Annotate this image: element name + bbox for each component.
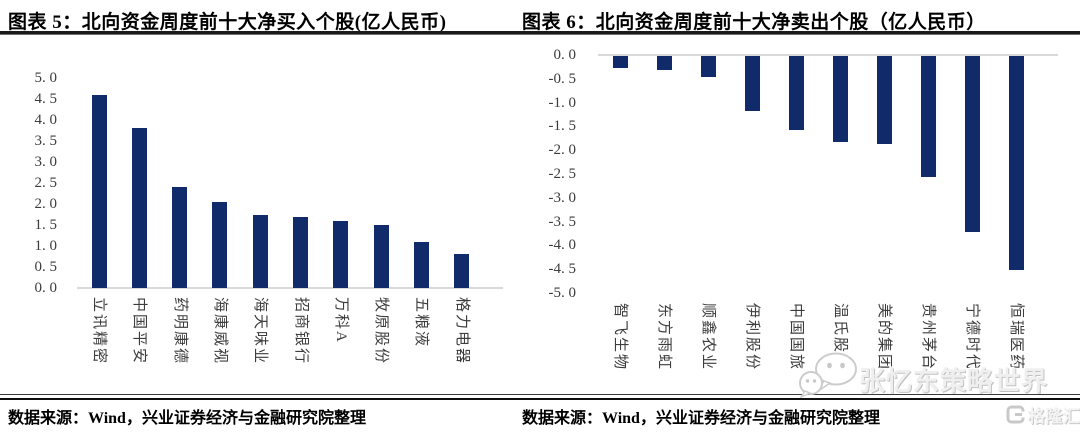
y-tick-label: -1. 0 [548, 94, 577, 111]
y-tick-label: 5. 0 [34, 70, 58, 86]
bar [333, 220, 349, 288]
y-tick-label: 3. 5 [34, 133, 58, 149]
y-tick-label: 0. 0 [34, 280, 58, 296]
y-tick-label: -3. 5 [548, 213, 577, 230]
fig5-source-note: 数据来源：Wind，兴业证券经济与金融研究院整理 [8, 410, 366, 427]
bar [413, 241, 429, 288]
bar [131, 128, 147, 288]
y-tick-label: 3. 0 [34, 154, 58, 170]
x-axis-line [598, 54, 1058, 56]
y-tick-label: 2. 0 [34, 196, 58, 212]
bar [1008, 56, 1024, 271]
watermark-text: 张忆东策略世界 [859, 367, 1049, 396]
bar [964, 56, 980, 233]
bar [293, 216, 308, 288]
y-tick-label: 0. 0 [553, 47, 577, 63]
bar [876, 56, 892, 145]
bar [373, 225, 389, 288]
bar [612, 56, 628, 68]
y-tick-label: -3. 0 [548, 189, 577, 206]
gelonghui-logo: 格隆汇 [1006, 402, 1080, 427]
y-tick-label: 1. 5 [34, 217, 58, 233]
bar [252, 214, 268, 288]
bar [920, 56, 936, 178]
fig5-title: 图表 5：北向资金周度前十大净买入个股(亿人民币) [8, 12, 447, 33]
bar [212, 201, 228, 288]
x-axis-line [77, 287, 503, 289]
bar [744, 56, 760, 111]
footer-divider-rule [0, 394, 1080, 400]
y-tick-label: 1. 0 [34, 238, 58, 254]
y-tick-label: -0. 5 [548, 70, 577, 87]
bar [454, 254, 470, 288]
y-tick-label: -2. 5 [548, 166, 577, 182]
gelonghui-g-icon [1006, 405, 1025, 424]
gelonghui-logo-text: 格隆汇 [1028, 407, 1080, 426]
wechat-watermark: 张忆东策略世界 [797, 352, 1048, 398]
y-tick-label: -1. 5 [548, 118, 577, 135]
bar [91, 94, 107, 288]
category-label: 恒瑞医药 [1008, 303, 1024, 372]
bar [832, 56, 848, 142]
wechat-icon [799, 352, 857, 398]
bar [656, 56, 672, 71]
y-tick-label: 4. 0 [34, 112, 58, 128]
bar [700, 56, 716, 78]
y-tick-label: 2. 5 [34, 175, 58, 191]
bar [172, 187, 188, 288]
fig6-title: 图表 6：北向资金周度前十大净卖出个股（亿人民币） [522, 12, 986, 33]
title-divider-rule [0, 31, 1080, 35]
fig6-source-note: 数据来源：Wind，兴业证券经济与金融研究院整理 [522, 410, 880, 427]
y-tick-label: -5. 0 [548, 285, 577, 301]
bar [788, 56, 804, 130]
y-tick-label: -2. 0 [548, 142, 577, 159]
y-tick-label: 4. 5 [34, 91, 58, 107]
y-tick-label: 0. 5 [34, 259, 58, 275]
y-tick-label: -4. 0 [548, 237, 577, 254]
y-tick-label: -4. 5 [548, 261, 577, 278]
